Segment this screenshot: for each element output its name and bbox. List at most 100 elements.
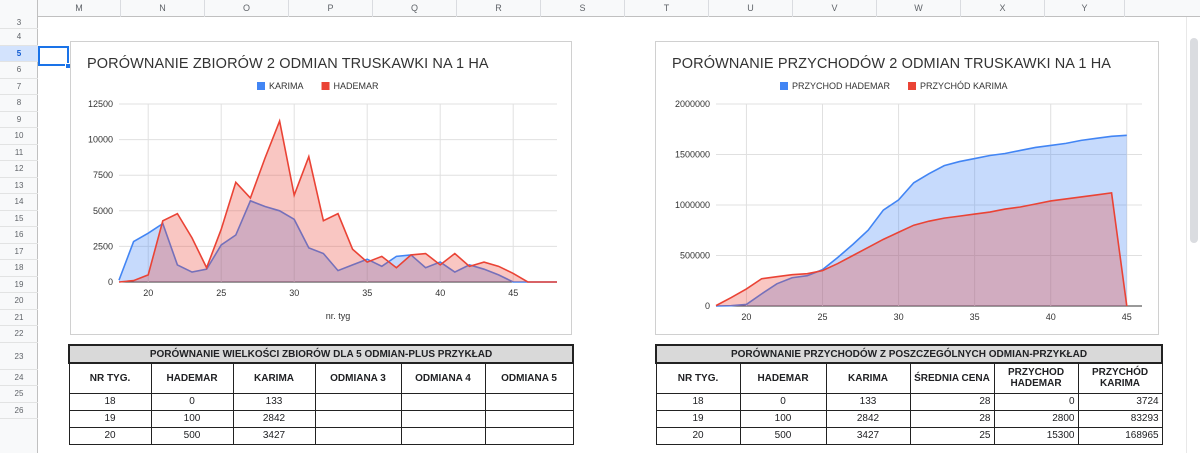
chart-plot: 0 2500 5000 7500 10000 12500 20 25 30 35 40 45 KARIM… [88, 81, 557, 321]
series-line-0[interactable] [118, 199, 557, 283]
table-cell[interactable]: 2800 [993, 409, 1079, 428]
table-header-cell[interactable]: KARIMA [232, 362, 316, 394]
chart-harvest-comparison[interactable]: PORÓWNANIE ZBIORÓW 2 ODMIAN TRUSKAWKI NA… [70, 41, 572, 335]
table-cell[interactable]: 0 [739, 392, 827, 411]
legend-swatch [780, 82, 788, 90]
table-cell[interactable] [484, 392, 574, 411]
row-header-18[interactable]: 18 [0, 260, 38, 277]
row-header-3[interactable]: 3 [0, 17, 38, 29]
table-header-cell[interactable]: ŚREDNIA CENA [909, 362, 995, 394]
column-header-s[interactable]: S [541, 0, 625, 17]
column-header-v[interactable]: V [793, 0, 877, 17]
column-header-m[interactable]: M [38, 0, 121, 17]
row-header-12[interactable]: 12 [0, 161, 38, 178]
table-cell[interactable]: 20 [655, 426, 741, 445]
row-header-5[interactable]: 5 [0, 45, 38, 62]
table-cell[interactable]: 3427 [825, 426, 911, 445]
column-header-y[interactable]: Y [1045, 0, 1125, 17]
table-cell[interactable]: 500 [150, 426, 234, 445]
row-header-14[interactable]: 14 [0, 194, 38, 211]
table-header-cell[interactable]: KARIMA [825, 362, 911, 394]
series-line-1[interactable] [715, 191, 1128, 307]
table-cell[interactable] [314, 409, 402, 428]
row-header-10[interactable]: 10 [0, 128, 38, 145]
row-header-6[interactable]: 6 [0, 62, 38, 79]
column-header-t[interactable]: T [625, 0, 709, 17]
series-line-0[interactable] [715, 134, 1127, 307]
row-header-25[interactable]: 25 [0, 386, 38, 403]
table-cell[interactable]: 500 [739, 426, 827, 445]
table-cell[interactable]: 19 [655, 409, 741, 428]
table-cell[interactable]: 133 [232, 392, 316, 411]
row-header-26[interactable]: 26 [0, 403, 38, 419]
row-header-15[interactable]: 15 [0, 211, 38, 227]
table-header-cell[interactable]: HADEMAR [739, 362, 827, 394]
table-header-cell[interactable]: PRZYCHÓD KARIMA [1077, 362, 1163, 394]
table-cell[interactable]: 100 [150, 409, 234, 428]
row-header-23[interactable]: 23 [0, 343, 38, 370]
series-line-1[interactable] [118, 118, 557, 283]
table-cell[interactable]: 25 [909, 426, 995, 445]
row-header-8[interactable]: 8 [0, 95, 38, 112]
row-header-7[interactable]: 7 [0, 79, 38, 95]
table-header-cell[interactable]: ODMIANA 5 [484, 362, 574, 394]
table-cell[interactable]: 18 [68, 392, 152, 411]
table-cell[interactable]: 3724 [1077, 392, 1163, 411]
table-cell[interactable]: 18 [655, 392, 741, 411]
x-tick-label: 20 [143, 288, 153, 298]
row-header-20[interactable]: 20 [0, 293, 38, 310]
table-cell[interactable]: 0 [150, 392, 234, 411]
table-header-cell[interactable]: ODMIANA 4 [400, 362, 486, 394]
table-cell[interactable]: 0 [993, 392, 1079, 411]
row-header-22[interactable]: 22 [0, 326, 38, 343]
row-header-16[interactable]: 16 [0, 227, 38, 244]
table-cell[interactable] [484, 409, 574, 428]
table-cell[interactable]: 15300 [993, 426, 1079, 445]
table-cell[interactable] [400, 426, 486, 445]
table-header-cell[interactable]: NR TYG. [655, 362, 741, 394]
row-header-9[interactable]: 9 [0, 112, 38, 128]
row-header-17[interactable]: 17 [0, 244, 38, 260]
table-cell[interactable] [484, 426, 574, 445]
table-cell[interactable]: 168965 [1077, 426, 1163, 445]
column-header-u[interactable]: U [709, 0, 793, 17]
table-cell[interactable] [400, 392, 486, 411]
row-header-24[interactable]: 24 [0, 370, 38, 386]
table-cell[interactable]: 2842 [232, 409, 316, 428]
table-cell[interactable] [314, 426, 402, 445]
vertical-scrollbar-thumb[interactable] [1190, 38, 1198, 243]
table-cell[interactable]: 3427 [232, 426, 316, 445]
chart-revenue-comparison[interactable]: PORÓWNANIE PRZYCHODÓW 2 ODMIAN TRUSKAWKI… [655, 41, 1159, 335]
table-cell[interactable]: 2842 [825, 409, 911, 428]
table-cell[interactable]: 133 [825, 392, 911, 411]
column-header-r[interactable]: R [457, 0, 541, 17]
table-header-cell[interactable]: HADEMAR [150, 362, 234, 394]
select-all-corner[interactable] [0, 0, 38, 17]
table-cell[interactable]: 19 [68, 409, 152, 428]
table-cell[interactable]: 20 [68, 426, 152, 445]
row-header-13[interactable]: 13 [0, 178, 38, 194]
column-header-p[interactable]: P [289, 0, 373, 17]
table-header-cell[interactable]: NR TYG. [68, 362, 152, 394]
row-header-19[interactable]: 19 [0, 277, 38, 293]
table-row: 18 0 133 28 0 3724 [655, 392, 1163, 411]
column-header-n[interactable]: N [121, 0, 205, 17]
table-cell[interactable]: 83293 [1077, 409, 1163, 428]
table-cell[interactable]: 100 [739, 409, 827, 428]
table-cell[interactable] [400, 409, 486, 428]
table-cell[interactable]: 28 [909, 392, 995, 411]
row-header-21[interactable]: 21 [0, 310, 38, 326]
column-header-w[interactable]: W [877, 0, 961, 17]
column-header-q[interactable]: Q [373, 0, 457, 17]
column-header-x[interactable]: X [961, 0, 1045, 17]
table-header-cell[interactable]: ODMIANA 3 [314, 362, 402, 394]
row-header-11[interactable]: 11 [0, 145, 38, 161]
legend-swatch [908, 82, 917, 90]
table-cell[interactable]: 28 [909, 409, 995, 428]
row-header-4[interactable]: 4 [0, 29, 38, 46]
column-header-o[interactable]: O [205, 0, 289, 17]
table-header-cell[interactable]: PRZYCHOD HADEMAR [993, 362, 1079, 394]
table-cell[interactable] [314, 392, 402, 411]
selected-cell[interactable] [38, 46, 69, 66]
